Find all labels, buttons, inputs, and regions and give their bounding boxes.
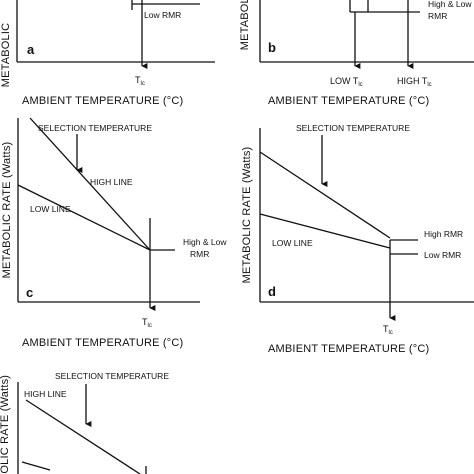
panel-e-low-line (21, 461, 51, 471)
panel-d-selection-label: SELECTION TEMPERATURE (296, 123, 410, 133)
panel-e-ylabel: BOLIC RATE (Watts) (0, 375, 11, 474)
panel-a-tlc-label: Tlc (135, 75, 145, 87)
panel-c-rmr-label-2: RMR (190, 249, 209, 259)
panel-c-letter: c (26, 285, 33, 300)
panel-c-xlabel: AMBIENT TEMPERATURE (°C) (22, 337, 183, 349)
panel-c-rmr-label-1: High & Low (183, 237, 227, 247)
panel-b-low-tlc-label: LOW Tlc (330, 76, 363, 88)
panel-c-high-line (29, 117, 151, 251)
panel-b: METABOLIC b High & Low RMR LOW Tlc HIGH … (239, 0, 474, 107)
panel-a-letter: a (27, 42, 35, 57)
panel-e-selection-label: SELECTION TEMPERATURE (55, 371, 169, 381)
panel-d-low-rmr-label: Low RMR (424, 250, 461, 260)
panel-c-low-line-label: LOW LINE (30, 204, 71, 214)
panel-a: METABOLIC a Low RMR Tlc AMBIENT TEMPERAT… (0, 0, 215, 107)
panel-d-high-rmr-label: High RMR (424, 229, 463, 239)
panel-c-selection-label: SELECTION TEMPERATURE (38, 123, 152, 133)
panel-e-high-line-label: HIGH LINE (24, 389, 67, 399)
panel-b-xlabel: AMBIENT TEMPERATURE (°C) (268, 95, 429, 107)
panel-c-high-line-label: HIGH LINE (90, 177, 133, 187)
panel-e-high-line (25, 399, 141, 474)
panel-d-letter: d (268, 284, 276, 299)
panel-b-rmr-label-1: High & Low (428, 0, 472, 9)
panel-b-rmr-label-2: RMR (428, 11, 447, 21)
panel-c-tlc-label: Tlc (142, 317, 152, 329)
panel-a-xlabel: AMBIENT TEMPERATURE (°C) (22, 95, 183, 107)
panel-c-low-line (17, 184, 151, 251)
panel-c-ylabel: METABOLIC RATE (Watts) (1, 142, 13, 279)
panel-d-ylabel: METABOLIC RATE (Watts) (241, 147, 253, 284)
panel-b-ylabel: METABOLIC (239, 0, 251, 50)
panel-d-low-line-label: LOW LINE (272, 238, 313, 248)
panel-d-low-line (259, 213, 391, 249)
panel-c: METABOLIC RATE (Watts) c SELECTION TEMPE… (1, 117, 227, 349)
panel-a-low-rmr-label: Low RMR (144, 10, 181, 20)
panel-b-letter: b (268, 40, 276, 55)
panel-d-xlabel: AMBIENT TEMPERATURE (°C) (268, 343, 429, 355)
panel-d-high-line (259, 151, 391, 239)
panel-a-ylabel: METABOLIC (0, 23, 12, 88)
panel-b-high-tlc-label: HIGH Tlc (397, 76, 432, 88)
panel-d-tlc-label: Tlc (383, 324, 393, 336)
panel-e: BOLIC RATE (Watts) SELECTION TEMPERATURE… (0, 371, 169, 474)
panel-d: METABOLIC RATE (Watts) d SELECTION TEMPE… (241, 123, 474, 355)
